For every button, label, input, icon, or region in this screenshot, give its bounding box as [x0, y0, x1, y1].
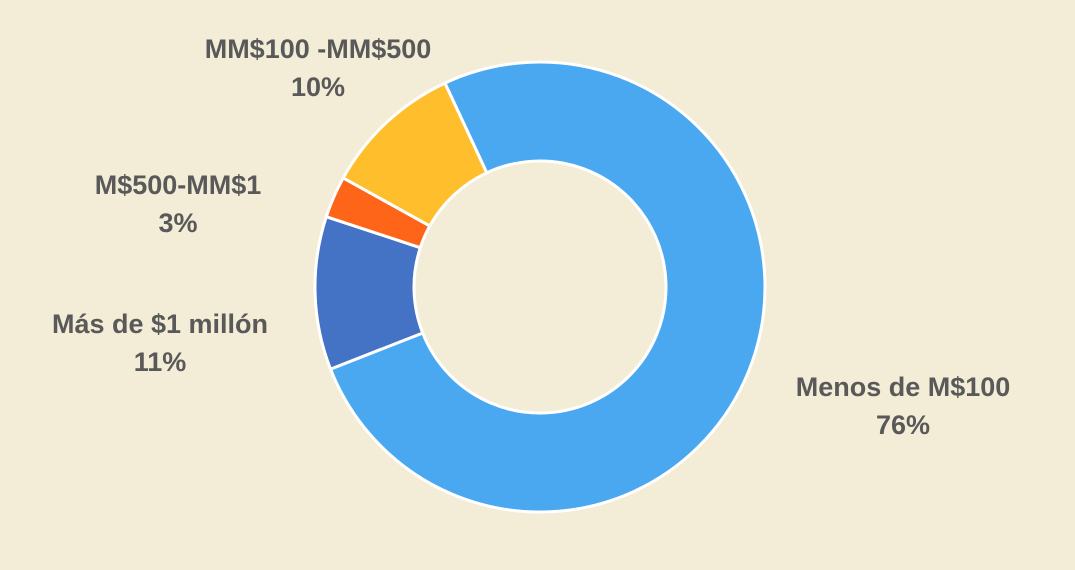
slice-label-value: 76%	[875, 410, 931, 440]
slice-label-value: 11%	[133, 347, 187, 377]
donut-slice-0	[329, 60, 767, 514]
slice-label-value: 10%	[290, 72, 346, 102]
slice-label-menos-de-m100: Menos de M$100 76%	[796, 368, 1011, 444]
slice-label-mm100-mm500: MM$100 -MM$500 10%	[205, 30, 432, 106]
slice-label-m500-mm1: M$500-MM$1 3%	[95, 166, 262, 242]
slice-label-mas-de-1-millon: Más de $1 millón 11%	[52, 305, 268, 381]
slice-label-name: Más de $1 millón	[51, 309, 269, 339]
slice-label-name: Menos de M$100	[795, 372, 1011, 402]
slice-label-name: M$500-MM$1	[94, 170, 262, 200]
slice-label-name: MM$100 -MM$500	[204, 34, 432, 64]
donut-slice-3	[341, 81, 489, 228]
slice-label-value: 3%	[158, 208, 198, 238]
